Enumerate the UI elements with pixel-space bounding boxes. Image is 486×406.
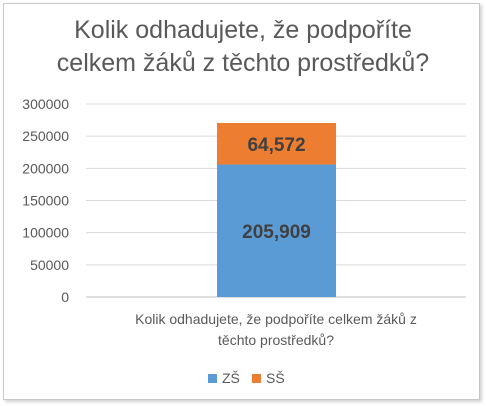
legend-swatch <box>208 374 217 383</box>
y-tick-label: 200000 <box>22 160 69 176</box>
chart-title-line-1: Kolik odhadujete, že podpoříte <box>74 16 412 44</box>
legend-label: SŠ <box>266 370 285 386</box>
x-category-label-line: Kolik odhadujete, že podpoříte celkem žá… <box>135 311 417 327</box>
bar-segment-ss <box>217 122 336 165</box>
chart-title-line-2: celkem žáků z těchto prostředků? <box>56 49 430 77</box>
bar-segment-zs <box>217 164 336 297</box>
legend-swatch <box>252 374 261 383</box>
data-label: 64,572 <box>247 135 305 156</box>
y-tick-label: 0 <box>61 289 69 305</box>
y-tick-label: 300000 <box>22 96 69 112</box>
y-tick-label: 50000 <box>30 257 69 273</box>
legend-label: ZŠ <box>222 370 240 386</box>
chart-title: Kolik odhadujete, že podpoříte celkem žá… <box>0 14 486 80</box>
y-tick-label: 150000 <box>22 193 69 209</box>
data-label: 205,909 <box>242 222 311 243</box>
y-tick-label: 100000 <box>22 225 69 241</box>
y-tick-label: 250000 <box>22 128 69 144</box>
x-category-label-line: těchto prostředků? <box>218 332 334 348</box>
